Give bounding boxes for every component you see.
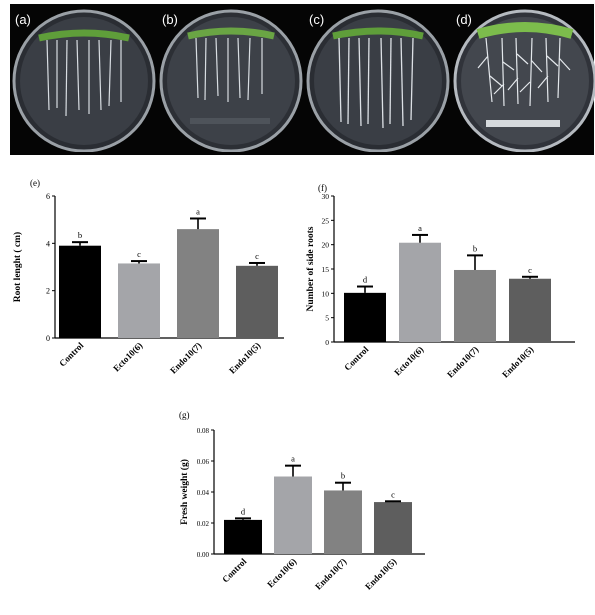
x-tick-label: Ecto10(6)	[392, 344, 425, 377]
y-tick-label: 0.02	[197, 520, 210, 528]
y-tick-label: 25	[322, 216, 330, 225]
bar	[374, 502, 412, 554]
bar	[59, 245, 101, 338]
petri-dish-photo-b: (b)	[158, 6, 304, 153]
chart-panel-f: (f) 0 5 10 15 20 25 30 Number of side roots d Cont…	[306, 183, 575, 380]
chart-panel-e: (e) 0 2 4 6 Root lenght ( cm) b Control c Ecto10(…	[12, 178, 284, 376]
y-tick-label: 0.04	[197, 489, 210, 497]
y-tick-label: 0.06	[197, 458, 210, 466]
petri-dish-photo-a: (a)	[11, 6, 157, 153]
panel-label: (e)	[30, 178, 40, 188]
x-tick-label: Endo10(7)	[445, 344, 480, 379]
panel-label: (g)	[179, 410, 190, 420]
significance-label: c	[137, 249, 141, 259]
y-axis-label: Root lenght ( cm)	[12, 232, 23, 302]
petri-dish-photo-d: (d)	[452, 6, 595, 153]
y-tick-label: 2	[46, 287, 50, 296]
x-tick-label: Ecto10(6)	[111, 340, 144, 373]
x-tick-label: Control	[220, 556, 249, 585]
y-tick-label: 30	[322, 192, 330, 201]
y-axis-label: Fresh weight (g)	[179, 459, 190, 525]
y-axis-label: Number of side roots	[306, 226, 316, 311]
petri-dish-photo-c: (c)	[305, 6, 451, 153]
significance-label: c	[528, 265, 532, 275]
bar	[509, 278, 551, 342]
chart-panel-g: (g) 0.00 0.02 0.04 0.06 0.08 Fresh weight (g) d…	[179, 410, 425, 592]
significance-label: c	[255, 251, 259, 261]
significance-label: b	[78, 230, 82, 240]
photo-panel-label-c: (c)	[309, 12, 325, 27]
x-tick-label: Endo10(5)	[363, 556, 398, 591]
bar	[324, 490, 362, 554]
y-tick-label: 4	[46, 239, 50, 248]
y-tick-label: 10	[322, 289, 330, 298]
y-tick-label: 0	[325, 338, 329, 347]
petri-dish-image-d	[453, 9, 595, 153]
bar	[454, 269, 496, 342]
significance-label: d	[363, 275, 368, 285]
x-tick-label: Ecto10(6)	[265, 556, 298, 589]
y-tick-label: 0	[46, 334, 50, 343]
significance-label: d	[241, 506, 246, 516]
photo-panel-label-b: (b)	[162, 12, 178, 27]
bar	[224, 519, 262, 554]
x-tick-label: Endo10(5)	[227, 340, 262, 375]
petri-dish-image-a	[12, 9, 156, 153]
bar	[274, 476, 312, 554]
significance-label: a	[418, 223, 422, 233]
petri-dish-image-b	[159, 9, 303, 153]
x-tick-label: Control	[342, 344, 371, 373]
bar	[236, 265, 278, 338]
significance-label: a	[196, 206, 200, 216]
y-tick-label: 6	[46, 192, 50, 201]
x-tick-label: Endo10(7)	[168, 340, 203, 375]
significance-label: b	[473, 243, 477, 253]
x-tick-label: Endo10(7)	[313, 556, 348, 591]
significance-label: b	[341, 471, 345, 481]
bar	[344, 292, 386, 342]
panel-label: (f)	[318, 183, 327, 193]
y-tick-label: 0.08	[197, 427, 210, 435]
photo-panel-label-a: (a)	[15, 12, 31, 27]
bar	[177, 229, 219, 338]
y-tick-label: 20	[322, 241, 330, 250]
bar	[399, 242, 441, 342]
significance-label: c	[391, 489, 395, 499]
photo-panel-label-d: (d)	[456, 12, 472, 27]
x-tick-label: Endo10(5)	[500, 344, 535, 379]
y-tick-label: 5	[325, 314, 329, 323]
y-tick-label: 15	[322, 265, 330, 274]
petri-dish-photo-strip: (a) (b) (c)	[10, 4, 595, 155]
x-tick-label: Control	[57, 340, 86, 369]
petri-dish-image-c	[306, 9, 450, 153]
y-tick-label: 0.00	[197, 551, 210, 559]
bar	[118, 263, 160, 338]
significance-label: a	[291, 454, 295, 464]
